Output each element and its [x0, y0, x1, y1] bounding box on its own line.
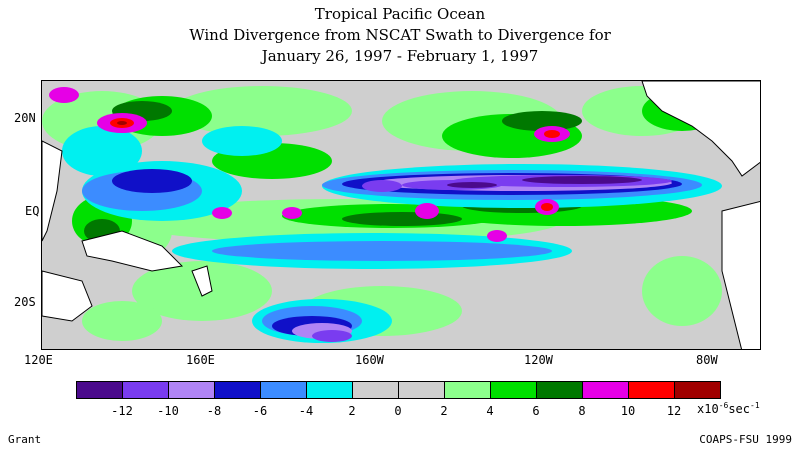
colorbar-swatch [168, 381, 215, 399]
lon-label-120w: 120W [524, 353, 553, 367]
colorbar-swatch [260, 381, 307, 399]
lat-label-20s: 20S [14, 295, 36, 309]
colorbar-tick-label: 4 [486, 404, 494, 418]
colorbar-swatch [490, 381, 537, 399]
colorbar-swatch [306, 381, 353, 399]
colorbar-swatch [444, 381, 491, 399]
colorbar-swatch [214, 381, 261, 399]
lon-label-160w: 160W [355, 353, 384, 367]
colorbar-swatch [398, 381, 445, 399]
divergence-map [41, 80, 761, 350]
colorbar-swatch [582, 381, 629, 399]
map-title: Tropical Pacific Ocean [314, 5, 486, 23]
divergence-field [42, 81, 760, 349]
colorbar-tick-label: 8 [578, 404, 586, 418]
colorbar-tick-label: -8 [206, 404, 222, 418]
colorbar-tick-label: -10 [157, 404, 179, 418]
colorbar-tick-label: 6 [532, 404, 540, 418]
colorbar-tick-label: -12 [111, 404, 133, 418]
colorbar-swatch [536, 381, 583, 399]
colorbar-tick-label: 0 [394, 404, 402, 418]
colorbar-units: x10-6sec-1 [697, 401, 760, 416]
colorbar-swatch [628, 381, 675, 399]
colorbar-swatch [76, 381, 123, 399]
colorbar-tick-label: 2 [348, 404, 356, 418]
colorbar-tick-label: -6 [252, 404, 268, 418]
colorbar-tick-label: 2 [440, 404, 448, 418]
lat-label-eq: EQ [25, 204, 40, 218]
lon-label-120e: 120E [24, 353, 53, 367]
author-label: Grant [8, 433, 42, 446]
lat-label-20n: 20N [14, 111, 36, 125]
colorbar-tick-label: 10 [620, 404, 636, 418]
lon-label-80w: 80W [696, 353, 718, 367]
colorbar-swatch [122, 381, 169, 399]
map-subtitle: Wind Divergence from NSCAT Swath to Dive… [189, 26, 611, 44]
colorbar-tick-label: 12 [666, 404, 682, 418]
colorbar-tick-label: -4 [298, 404, 314, 418]
map-date-range: January 26, 1997 - February 1, 1997 [261, 47, 539, 65]
colorbar-swatch [674, 381, 721, 399]
credit-label: COAPS-FSU 1999 [699, 433, 792, 446]
colorbar-swatch [352, 381, 399, 399]
lon-label-160e: 160E [186, 353, 215, 367]
